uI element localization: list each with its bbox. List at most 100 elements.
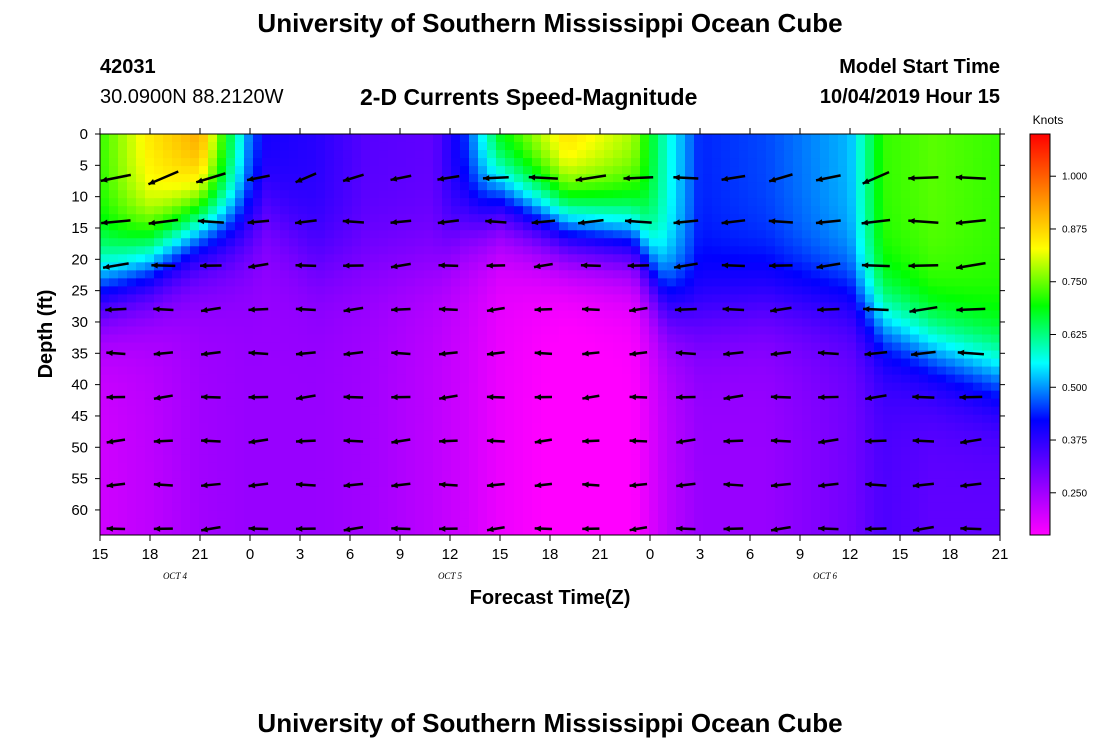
heatmap-cell (568, 334, 578, 344)
heatmap-cell (343, 414, 353, 424)
heatmap-cell (154, 422, 164, 432)
heatmap-cell (163, 358, 173, 368)
heatmap-cell (190, 150, 200, 159)
heatmap-cell (406, 510, 416, 520)
heatmap-cell (100, 374, 110, 384)
heatmap-cell (415, 414, 425, 424)
heatmap-cell (685, 222, 695, 231)
heatmap-cell (100, 470, 110, 480)
heatmap-cell (883, 502, 893, 512)
heatmap-cell (289, 454, 299, 464)
heatmap-cell (190, 174, 200, 183)
heatmap-cell (793, 470, 803, 480)
heatmap-cell (469, 326, 479, 336)
heatmap-cell (271, 462, 281, 472)
heatmap-cell (379, 374, 389, 384)
heatmap-cell (586, 158, 596, 167)
heatmap-cell (172, 430, 182, 440)
heatmap-cell (325, 518, 335, 528)
heatmap-cell (811, 302, 821, 312)
heatmap-cell (991, 230, 1000, 239)
heatmap-cell (622, 342, 632, 352)
heatmap-cell (928, 278, 938, 287)
heatmap-cell (964, 166, 974, 175)
heatmap-cell (424, 166, 434, 175)
heatmap-cell (586, 254, 596, 263)
heatmap-cell (343, 286, 353, 295)
heatmap-cell (334, 366, 344, 376)
heatmap-cell (874, 342, 884, 352)
heatmap-cell (595, 310, 605, 320)
heatmap-cell (640, 526, 650, 535)
heatmap-cell (199, 166, 209, 175)
heatmap-cell (181, 398, 191, 408)
heatmap-cell (406, 190, 416, 199)
heatmap-cell (793, 478, 803, 488)
heatmap-cell (982, 166, 992, 175)
heatmap-cell (874, 486, 884, 496)
heatmap-cell (298, 502, 308, 512)
heatmap-cell (847, 206, 857, 215)
heatmap-cell (883, 326, 893, 336)
heatmap-cell (505, 510, 515, 520)
heatmap-cell (307, 158, 317, 167)
heatmap-cell (757, 270, 767, 279)
heatmap-cell (460, 278, 470, 287)
heatmap-cell (919, 246, 929, 255)
heatmap-cell (721, 366, 731, 376)
heatmap-cell (199, 478, 209, 488)
heatmap-cell (379, 310, 389, 320)
heatmap-cell (856, 286, 866, 295)
heatmap-cell (523, 502, 533, 512)
heatmap-cell (649, 406, 659, 416)
heatmap-cell (892, 294, 902, 304)
heatmap-cell (136, 398, 146, 408)
heatmap-cell (424, 142, 434, 151)
heatmap-cell (613, 486, 623, 496)
heatmap-cell (883, 470, 893, 480)
heatmap-cell (991, 446, 1000, 456)
heatmap-cell (721, 510, 731, 520)
heatmap-cell (343, 326, 353, 336)
heatmap-cell (829, 286, 839, 295)
heatmap-cell (352, 518, 362, 528)
heatmap-cell (604, 166, 614, 175)
heatmap-cell (703, 390, 713, 400)
heatmap-cell (352, 342, 362, 352)
heatmap-cell (316, 342, 326, 352)
heatmap-cell (919, 134, 929, 143)
heatmap-cell (424, 390, 434, 400)
heatmap-cell (253, 334, 263, 344)
heatmap-cell (631, 230, 641, 239)
heatmap-cell (712, 134, 722, 143)
heatmap-cell (541, 422, 551, 432)
heatmap-cell (793, 326, 803, 336)
heatmap-cell (784, 166, 794, 175)
heatmap-cell (577, 158, 587, 167)
heatmap-cell (964, 414, 974, 424)
heatmap-cell (955, 318, 965, 328)
heatmap-cell (361, 142, 371, 151)
heatmap-cell (847, 230, 857, 239)
heatmap-cell (109, 398, 119, 408)
heatmap-cell (982, 286, 992, 295)
heatmap-cell (577, 374, 587, 384)
heatmap-cell (514, 414, 524, 424)
heatmap-cell (289, 294, 299, 304)
heatmap-cell (982, 278, 992, 287)
heatmap-cell (505, 414, 515, 424)
heatmap-cell (541, 214, 551, 223)
heatmap-cell (703, 358, 713, 368)
heatmap-cell (649, 270, 659, 279)
heatmap-cell (433, 302, 443, 312)
heatmap-cell (838, 198, 848, 207)
heatmap-cell (775, 366, 785, 376)
heatmap-cell (352, 310, 362, 320)
heatmap-cell (379, 158, 389, 167)
heatmap-cell (433, 518, 443, 528)
heatmap-cell (694, 166, 704, 175)
heatmap-cell (955, 390, 965, 400)
heatmap-cell (136, 286, 146, 295)
heatmap-cell (766, 374, 776, 384)
heatmap-cell (991, 334, 1000, 344)
